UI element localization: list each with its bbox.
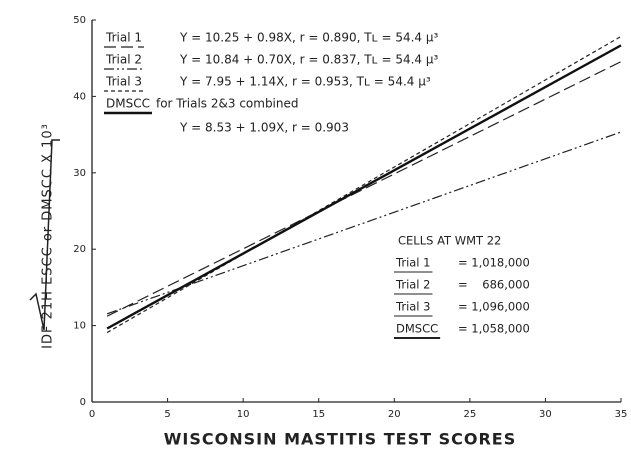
equation: Y = 8.53 + 1.09X, r = 0.903: [179, 121, 349, 135]
x-tick-label: 15: [312, 409, 325, 420]
legend-label: Trial 3: [105, 75, 142, 89]
x-tick-label: 5: [164, 409, 170, 420]
y-tick-label: 50: [73, 15, 86, 26]
x-tick-label: 10: [237, 409, 250, 420]
equation: Y = 10.25 + 0.98X, r = 0.890, Tʟ = 54.4 …: [179, 31, 438, 45]
cells-label: Trial 1: [395, 256, 430, 270]
cells-value: = 686,000: [458, 278, 530, 292]
cells-value: = 1,058,000: [458, 322, 530, 336]
x-tick-label: 25: [463, 409, 476, 420]
equation: Y = 7.95 + 1.14X, r = 0.953, Tʟ = 54.4 μ…: [179, 75, 431, 89]
y-tick-label: 10: [73, 321, 86, 332]
y-axis-label: IDF 21H ESCC or DMSCC X 10³: [41, 123, 56, 349]
cells-value: = 1,018,000: [458, 256, 530, 270]
legend-label: Trial 1: [105, 31, 142, 45]
cells-label: DMSCC: [396, 322, 438, 336]
x-tick-label: 20: [388, 409, 401, 420]
y-tick-label: 30: [73, 168, 86, 179]
cells-value: = 1,096,000: [458, 300, 530, 314]
x-tick-label: 35: [615, 409, 628, 420]
y-tick-label: 0: [80, 397, 86, 408]
radical-sign: [29, 139, 60, 331]
legend-label: Trial 2: [105, 53, 142, 67]
equation: Y = 10.84 + 0.70X, r = 0.837, Tʟ = 54.4 …: [179, 53, 438, 67]
series-line: [106, 131, 622, 315]
x-tick-label: 30: [539, 409, 552, 420]
x-axis-label: WISCONSIN MASTITIS TEST SCORES: [164, 430, 516, 449]
series-line: [106, 44, 622, 330]
y-tick-label: 20: [73, 244, 86, 255]
legend-label: DMSCC: [106, 97, 150, 111]
cells-label: Trial 3: [395, 300, 430, 314]
series-line: [106, 35, 622, 334]
cells-label: Trial 2: [395, 278, 430, 292]
y-tick-label: 40: [73, 91, 86, 102]
x-tick-label: 0: [89, 409, 95, 420]
cells-title: CELLS AT WMT 22: [398, 234, 501, 248]
legend-note: for Trials 2&3 combined: [156, 97, 299, 111]
series-line: [106, 61, 622, 317]
